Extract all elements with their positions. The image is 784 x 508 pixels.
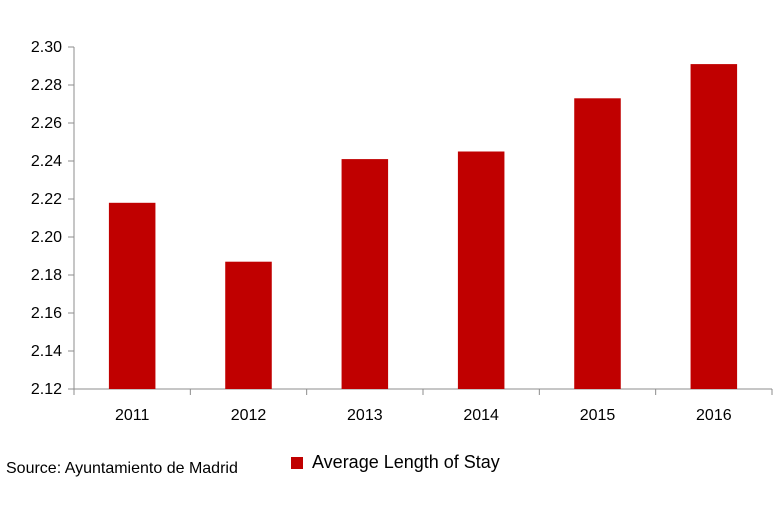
y-tick-label: 2.14	[31, 343, 62, 360]
bars	[108, 64, 738, 390]
y-tick-label: 2.26	[31, 115, 62, 132]
source-note: Source: Ayuntamiento de Madrid	[6, 460, 238, 477]
y-tick-label: 2.24	[31, 153, 62, 170]
bar-2014	[457, 151, 505, 389]
legend-swatch	[291, 456, 303, 469]
y-tick-label: 2.28	[31, 77, 62, 94]
bar-2016	[690, 64, 738, 389]
y-tick-label: 2.20	[31, 229, 62, 246]
y-tick-label: 2.16	[31, 305, 62, 322]
x-tick-label: 2012	[231, 407, 267, 424]
x-tick-label: 2014	[463, 407, 499, 424]
legend: Average Length of Stay	[291, 452, 500, 473]
x-tick-label: 2011	[115, 407, 150, 424]
legend-label: Average Length of Stay	[312, 452, 500, 472]
bar-2011	[108, 202, 156, 389]
bar-2012	[225, 261, 272, 389]
x-tick-label: 2013	[347, 407, 383, 424]
y-tick-label: 2.22	[31, 191, 62, 208]
y-tick-label: 2.30	[31, 39, 62, 56]
y-tick-label: 2.18	[31, 267, 62, 284]
bar-2013	[341, 159, 389, 389]
x-tick-label: 2016	[696, 407, 732, 424]
y-tick-label: 2.12	[31, 381, 62, 398]
y-axis: 2.12 2.14 2.16 2.18 2.20 2.22 2.24 2.26 2.28 2.30	[31, 39, 75, 398]
bar-2015	[574, 98, 621, 390]
x-tick-label: 2015	[580, 407, 616, 424]
x-axis: 2011 2012 2013 2014 2015 2016	[73, 388, 773, 424]
